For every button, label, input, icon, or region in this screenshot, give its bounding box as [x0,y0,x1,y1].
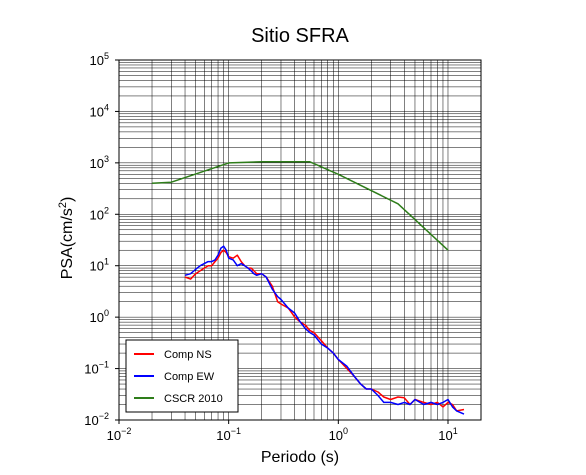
y-tick-label: 103 [90,154,109,171]
x-tick-label: 100 [329,426,348,443]
legend-label-ew: Comp EW [164,371,215,383]
plot-grid [118,59,482,421]
y-axis-label: PSA(cm/s2) [57,197,76,280]
x-tick-label: 101 [438,426,457,443]
y-tick-label: 10−1 [84,360,109,377]
x-axis-ticks: 10−2 10−1 100 101 [107,420,458,443]
chart-title: Sitio SFRA [251,25,349,47]
series-layer [151,161,465,415]
series-line-cscr-2010 [151,161,449,251]
y-tick-label: 105 [90,51,109,68]
legend-label-cscr: CSCR 2010 [164,393,223,405]
x-axis-label: Periodo (s) [261,449,339,466]
y-tick-label: 101 [90,257,109,274]
y-tick-label: 104 [90,102,109,119]
x-tick-label: 10−2 [107,426,132,443]
series-line-comp-ew [184,245,465,415]
plot-frame [118,59,482,421]
y-axis-ticks: 10−2 10−1 100 101 102 103 104 105 [84,51,119,428]
y-tick-label: 10−2 [84,411,109,428]
legend-label-ns: Comp NS [164,349,212,361]
legend: Comp NS Comp EW CSCR 2010 [125,339,239,413]
x-tick-label: 10−1 [216,426,241,443]
y-tick-label: 100 [90,308,109,325]
y-tick-label: 102 [90,205,109,222]
